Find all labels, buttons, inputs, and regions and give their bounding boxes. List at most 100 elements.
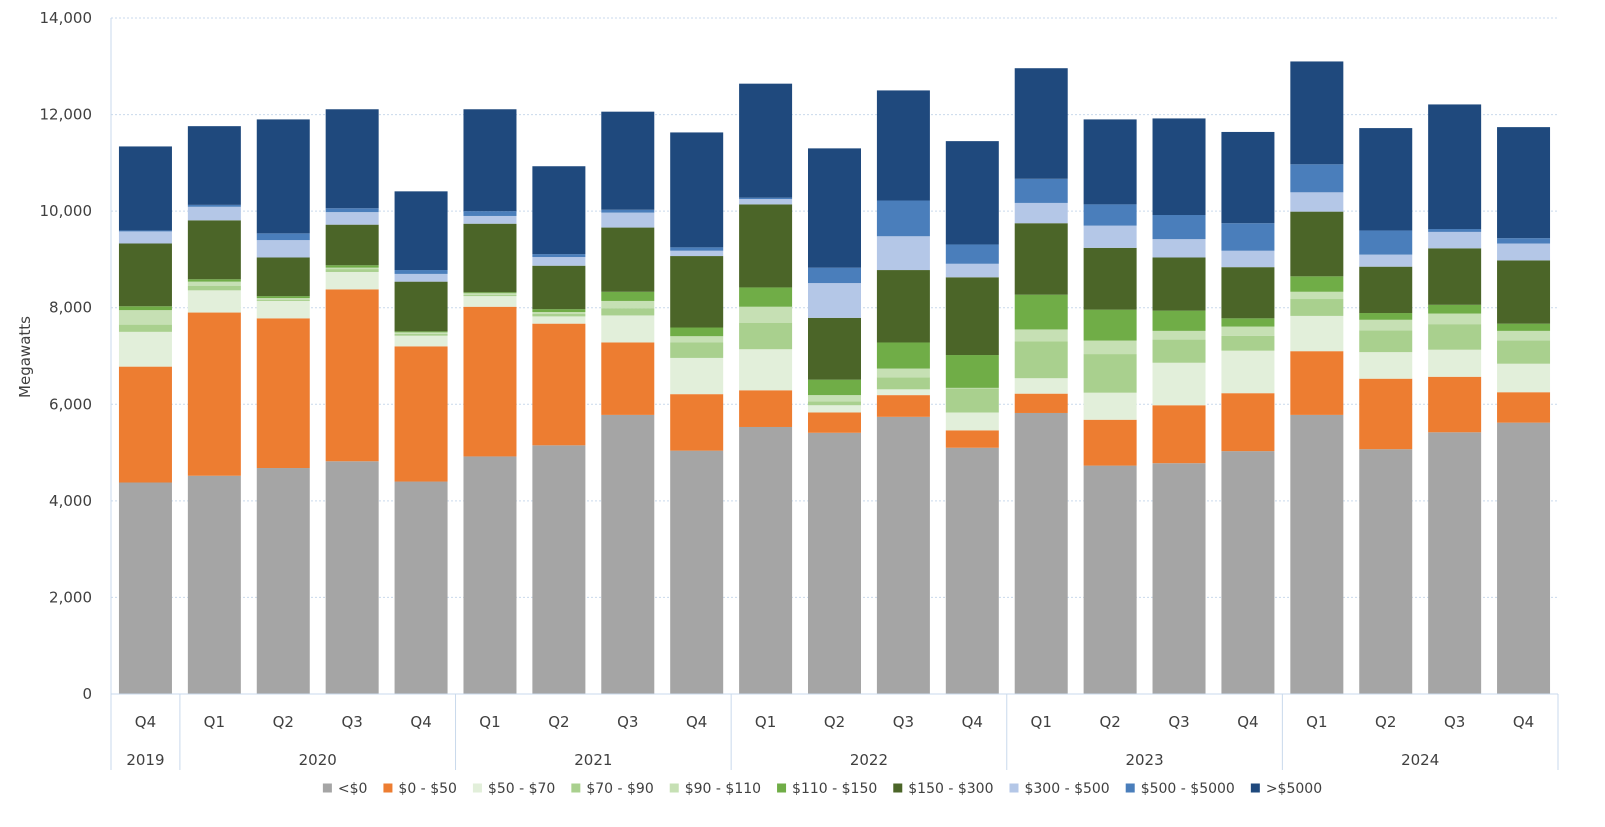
bar-segment: [256, 318, 310, 469]
bar-segment: [1428, 248, 1482, 305]
y-tick-label: 0: [82, 685, 92, 703]
bar-segment: [601, 414, 655, 694]
bar-segment: [1221, 250, 1275, 268]
x-tick-label: Q2: [548, 713, 569, 731]
legend-swatch: [777, 783, 787, 793]
bar-segment: [256, 298, 310, 300]
bar-segment: [256, 257, 310, 297]
bar-segment: [463, 293, 517, 295]
bar-segment: [601, 212, 655, 228]
bar-segment: [670, 357, 724, 395]
legend-swatch: [669, 783, 679, 793]
bar-segment: [601, 227, 655, 292]
bar-segment: [1083, 225, 1137, 248]
bar-segment: [1428, 304, 1482, 314]
bar-segment: [118, 230, 172, 232]
bar-segment: [1290, 276, 1344, 292]
legend-label: $90 - $110: [685, 781, 761, 797]
x-tick-label: Q1: [755, 713, 776, 731]
bar-segment: [1152, 463, 1206, 694]
bar-segment: [808, 395, 861, 402]
year-label: 2023: [1125, 751, 1163, 769]
bar-segment: [1497, 238, 1551, 244]
bar-segment: [256, 119, 310, 234]
bar-segment: [1359, 313, 1413, 320]
bar-segment: [463, 306, 517, 457]
x-tick-label: Q2: [1099, 713, 1120, 731]
bar-segment: [876, 270, 930, 343]
bar-segment: [670, 450, 724, 694]
bar-segment: [1152, 257, 1206, 311]
bar-segment: [1152, 239, 1206, 258]
bar-segment: [601, 342, 655, 415]
bar-segment: [394, 346, 448, 482]
bar-segment: [256, 233, 310, 241]
bar-segment: [1152, 215, 1206, 240]
bar-segment: [1359, 230, 1413, 255]
bar-segment: [1290, 61, 1344, 165]
bar-segment: [739, 306, 793, 323]
bar-segment: [532, 313, 586, 317]
bar-segment: [325, 267, 379, 270]
bar-segment: [1497, 340, 1551, 364]
bar-segment: [394, 335, 448, 347]
bar-segment: [463, 109, 517, 212]
bar-segment: [1428, 349, 1482, 377]
bar-segment: [808, 148, 861, 268]
bar-segment: [394, 270, 448, 274]
bar-segment: [187, 206, 241, 221]
legend-swatch: [322, 783, 332, 793]
bar-segment: [118, 243, 172, 307]
bar-segment: [808, 283, 861, 318]
bar-segment: [808, 432, 861, 694]
bar-segment: [1221, 350, 1275, 394]
bar-segment: [1083, 392, 1137, 420]
bar-segment: [739, 390, 793, 427]
bar-segment: [876, 342, 930, 369]
bar-segment: [394, 191, 448, 271]
legend-swatch: [571, 783, 581, 793]
bar-segment: [1497, 127, 1551, 239]
bar-segment: [532, 312, 586, 314]
bar-segment: [670, 256, 724, 328]
y-tick-label: 2,000: [49, 588, 92, 606]
bar-segment: [325, 212, 379, 225]
y-tick-label: 14,000: [40, 9, 93, 27]
bar-segment: [945, 447, 999, 694]
bar-segment: [601, 209, 655, 213]
bar-segment: [325, 289, 379, 462]
legend-swatch: [893, 783, 903, 793]
x-tick-label: Q2: [1375, 713, 1396, 731]
x-tick-label: Q3: [617, 713, 638, 731]
x-tick-label: Q3: [1444, 713, 1465, 731]
bar-segment: [394, 281, 448, 332]
legend-label: $300 - $500: [1024, 781, 1109, 797]
bar-segment: [1152, 339, 1206, 363]
bar-segment: [670, 132, 724, 248]
legend-label: >$5000: [1266, 781, 1322, 797]
bar-segment: [1497, 260, 1551, 324]
bar-segment: [876, 236, 930, 271]
bar-segment: [945, 244, 999, 264]
bar-segment: [945, 277, 999, 356]
y-tick-label: 8,000: [49, 299, 92, 317]
bar-segment: [739, 83, 793, 198]
bar-segment: [463, 456, 517, 694]
bars: [118, 61, 1551, 694]
y-axis: 0 2,000 4,000 6,000 8,000 10,000 12,000 14,000: [40, 9, 112, 703]
bar-segment: [1290, 192, 1344, 212]
legend-label: $0 - $50: [398, 781, 457, 797]
bar-segment: [945, 388, 999, 413]
bar-segment: [394, 273, 448, 282]
x-tick-label: Q1: [204, 713, 225, 731]
bar-segment: [1359, 449, 1413, 694]
bar-segment: [1359, 352, 1413, 379]
bar-segment: [1083, 340, 1137, 355]
bar-segment: [256, 296, 310, 299]
bar-segment: [118, 146, 172, 231]
bar-segment: [187, 475, 241, 694]
bar-segment: [670, 247, 724, 251]
bar-segment: [1083, 465, 1137, 694]
bar-segment: [1428, 324, 1482, 350]
